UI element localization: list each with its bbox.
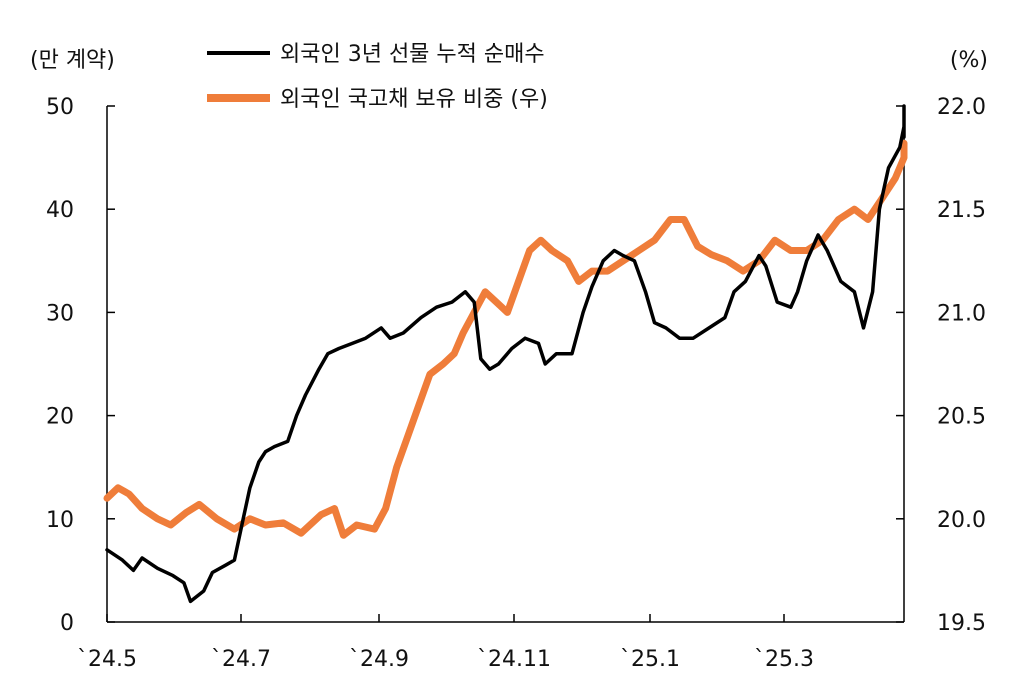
axes: 0 10 20 30 40 50 19.5 20.0 20.5 21.0 21.5 22.0 `24.5…	[46, 95, 986, 672]
left-tick-label: 50	[46, 95, 74, 120]
right-axis-unit: (%)	[950, 48, 988, 73]
left-tick-label: 40	[46, 198, 74, 223]
right-tick-label: 21.5	[937, 198, 986, 223]
legend: 외국인 3년 선물 누적 순매수 외국인 국고채 보유 비중 (우)	[207, 42, 548, 112]
x-tick-label: `24.11	[477, 647, 551, 672]
right-tick-label: 20.0	[937, 508, 986, 533]
series-line-net-buying	[105, 104, 906, 604]
left-tick-label: 30	[46, 301, 74, 326]
x-tick-label: `24.9	[349, 647, 409, 672]
x-tick-label: `24.7	[211, 647, 271, 672]
x-tick-label: `25.3	[754, 647, 814, 672]
right-tick-label: 22.0	[937, 95, 986, 120]
plot-area	[103, 104, 908, 604]
x-tick-label: `24.5	[77, 647, 137, 672]
right-tick-label: 20.5	[937, 405, 986, 430]
x-tick-label: `25.1	[620, 647, 680, 672]
legend-label-holding-ratio: 외국인 국고채 보유 비중 (우)	[280, 87, 548, 112]
left-tick-label: 10	[46, 508, 74, 533]
left-tick-label: 0	[60, 611, 74, 636]
series-line-holding-ratio	[103, 139, 908, 539]
left-axis-unit: (만 계약)	[30, 48, 115, 73]
left-tick-label: 20	[46, 405, 74, 430]
legend-label-net-buying: 외국인 3년 선물 누적 순매수	[280, 42, 545, 67]
right-tick-label: 19.5	[937, 611, 986, 636]
right-tick-label: 21.0	[937, 301, 986, 326]
